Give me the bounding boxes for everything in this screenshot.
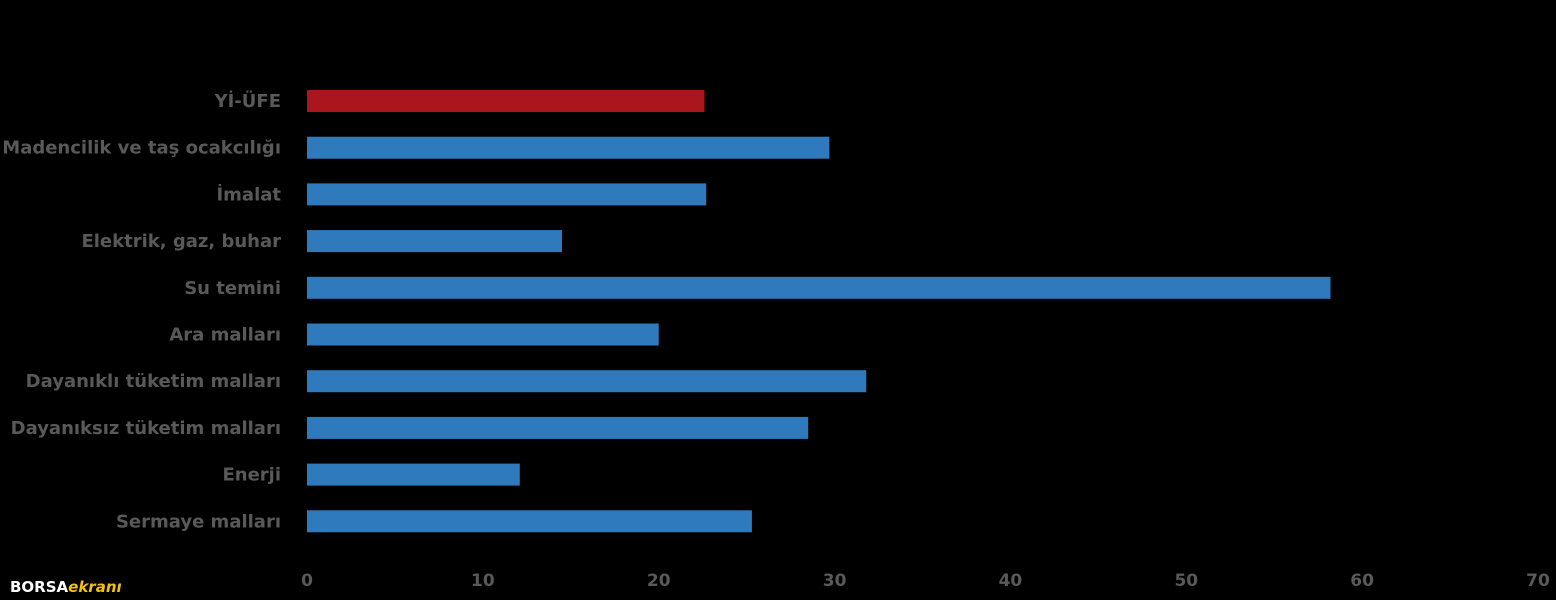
x-tick-label-5: 50 bbox=[1174, 571, 1198, 591]
x-tick-label-0: 0 bbox=[301, 571, 313, 591]
x-tick-label-3: 30 bbox=[823, 571, 847, 591]
category-label-1: Madencilik ve taş ocakcılığı bbox=[2, 138, 281, 159]
logo-text-accent: ekranı bbox=[68, 578, 122, 596]
category-label-0: Yİ-ÜFE bbox=[214, 90, 281, 112]
x-tick-label-7: 70 bbox=[1526, 571, 1550, 591]
x-tick-label-1: 10 bbox=[471, 571, 495, 591]
x-tick-label-6: 60 bbox=[1350, 571, 1374, 591]
category-label-5: Ara malları bbox=[169, 325, 281, 346]
bar-6 bbox=[307, 370, 867, 393]
borsa-ekrani-logo: BORSAekranı bbox=[10, 578, 122, 596]
bar-1 bbox=[307, 136, 830, 159]
x-tick-label-2: 20 bbox=[647, 571, 671, 591]
bar-5 bbox=[307, 323, 659, 346]
x-tick-label-4: 40 bbox=[999, 571, 1023, 591]
bar-0 bbox=[307, 90, 705, 112]
category-label-8: Enerji bbox=[222, 465, 281, 486]
x-axis-ticks-group: 0 10 20 30 40 50 60 70 bbox=[301, 571, 1550, 591]
category-label-3: Elektrik, gaz, buhar bbox=[81, 231, 281, 252]
bar-3 bbox=[307, 230, 562, 253]
bar-7 bbox=[307, 416, 809, 439]
category-label-9: Sermaye malları bbox=[116, 511, 281, 532]
category-label-2: İmalat bbox=[216, 183, 281, 205]
logo-text-main: BORSA bbox=[10, 578, 69, 596]
bars-group bbox=[307, 90, 1331, 533]
category-labels-group: Yİ-ÜFE Madencilik ve taş ocakcılığı İmalat… bbox=[2, 90, 281, 532]
bar-4 bbox=[307, 276, 1331, 299]
category-label-7: Dayanıksız tüketim malları bbox=[11, 418, 281, 439]
bar-8 bbox=[307, 463, 520, 486]
bar-9 bbox=[307, 510, 752, 533]
bar-2 bbox=[307, 183, 707, 206]
category-label-4: Su temini bbox=[184, 278, 281, 299]
category-label-6: Dayanıklı tüketim malları bbox=[26, 371, 281, 392]
